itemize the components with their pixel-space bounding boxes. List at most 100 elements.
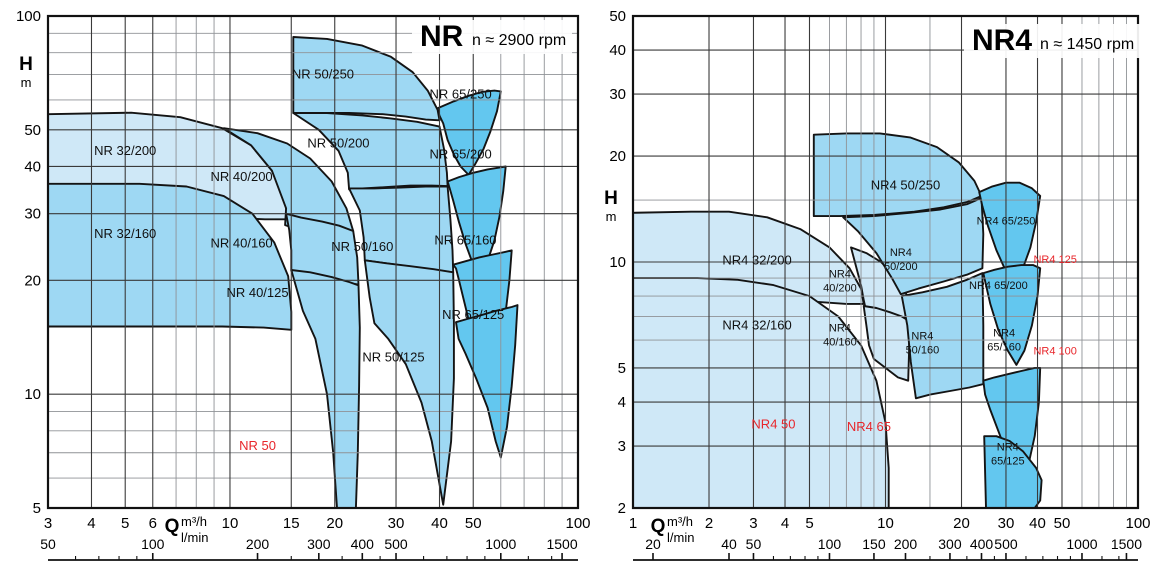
x-tick-label-lmin: 1500	[546, 536, 577, 552]
region-label-nr-65-250: NR 65/250	[430, 87, 492, 102]
region-label-nr4-32-200: NR4 32/200	[722, 252, 791, 267]
chart-panel-nr: NR 32/200 NR 32/160 NR 40/200 NR 40/160 NR 4…	[16, 8, 590, 561]
x-tick-label-lmin: 50	[746, 536, 762, 552]
x-tick-label-m3h: 4	[87, 515, 95, 532]
region-label-nr4-100: NR4 100	[1033, 346, 1076, 358]
x-tick-label-m3h: 50	[1054, 515, 1071, 532]
pump-region-nr4-65-250	[978, 181, 1042, 283]
region-label-nr4-50-250: NR4 50/250	[871, 177, 940, 192]
x-tick-label-m3h: 20	[326, 515, 343, 532]
region-label-nr4-40-160: NR4	[829, 323, 851, 335]
region-label-nr-50-125: NR 50/125	[362, 350, 424, 365]
x-tick-label-m3h: 40	[1029, 515, 1046, 532]
region-label-nr-32-200: NR 32/200	[94, 143, 156, 158]
y-tick-label: 50	[609, 8, 626, 25]
region-label-nr4-40-200: NR4	[829, 268, 851, 280]
region-label-nr4-65-250: NR4 65/250	[977, 216, 1036, 228]
x-tick-label-m3h: 15	[283, 515, 300, 532]
pump-region-nr-65-250	[436, 89, 502, 176]
x-tick-label-m3h: 100	[565, 515, 590, 532]
region-label-line2: 40/200	[823, 282, 857, 294]
title-backdrop	[412, 20, 572, 54]
x-axis-unit-primary: m³/h	[181, 514, 207, 529]
region-bands	[48, 36, 519, 508]
y-tick-label: 30	[609, 86, 626, 103]
region-label-nr4-65-125: NR4	[997, 442, 1019, 454]
x-tick-label-lmin: 500	[994, 536, 1018, 552]
x-tick-label-m3h: 4	[781, 515, 789, 532]
x-tick-label-m3h: 3	[749, 515, 757, 532]
x-tick-label-m3h: 10	[877, 515, 894, 532]
x-tick-label-lmin: 500	[384, 536, 408, 552]
region-label-line2: 50/200	[884, 261, 918, 273]
y-tick-label: 20	[609, 148, 626, 165]
region-label-nr-40-200: NR 40/200	[211, 169, 273, 184]
x-tick-label-lmin: 100	[818, 536, 842, 552]
x-tick-label-m3h: 1	[629, 515, 637, 532]
x-tick-label-lmin: 400	[351, 536, 375, 552]
x-tick-label-lmin: 400	[970, 536, 994, 552]
pump-region-nr-40-125	[290, 269, 361, 508]
region-labels: NR4 32/200 NR4 32/160 NR4 40/200 NR4 40/160 NR…	[722, 177, 1077, 467]
pump-region-nr4-65-125	[983, 435, 1043, 508]
pump-region-nr-50-125	[363, 259, 455, 506]
region-label-line2: 50/160	[906, 344, 940, 356]
pump-region-nr4-40-160	[862, 305, 911, 382]
y-tick-label: 30	[24, 206, 41, 223]
y-axis-unit: m	[606, 209, 617, 224]
pump-region-nr4-65-160	[982, 366, 1042, 482]
region-label-line2: 65/160	[987, 342, 1021, 354]
y-tick-label: 20	[24, 272, 41, 289]
x-tick-label-lmin: 1000	[1066, 536, 1097, 552]
x-tick-label-m3h: 30	[388, 515, 405, 532]
x-tick-label-m3h: 5	[121, 515, 129, 532]
region-label-nr4-65-200: NR4 65/200	[969, 280, 1028, 292]
x-tick-label-lmin: 150	[862, 536, 886, 552]
y-axis-symbol: H	[604, 188, 618, 209]
x-tick-label-lmin: 1000	[485, 536, 516, 552]
x-tick-label-lmin: 200	[246, 536, 270, 552]
chart-title: NR	[420, 20, 464, 53]
region-label-line2: 40/160	[823, 337, 857, 349]
chart-panel-nr4: NR4 32/200 NR4 32/160 NR4 40/200 NR4 40/160 NR…	[590, 0, 1157, 564]
chart-subtitle: n ≈ 2900 rpm	[472, 32, 566, 49]
y-axis: 2 3 4 5 10 20 30 40 50 Hm	[604, 8, 626, 517]
performance-chart-nr-2900: NR 32/200 NR 32/160 NR 40/200 NR 40/160 NR 4…	[16, 8, 590, 561]
x-axis-unit-primary: m³/h	[667, 514, 693, 529]
x-axis-primary: 1 2 3 4 5 10 20 30 40 50 100	[629, 515, 1151, 532]
region-label-nr-50: NR 50	[239, 438, 276, 453]
y-tick-label: 10	[609, 254, 626, 271]
region-label-nr4-50-160: NR4	[911, 330, 933, 342]
region-labels: NR 32/200 NR 32/160 NR 40/200 NR 40/160 NR 4…	[94, 67, 504, 453]
y-tick-label: 3	[618, 438, 626, 455]
region-label-line2: 65/125	[991, 456, 1025, 468]
x-axis-symbol: Q	[165, 516, 180, 537]
x-axis-unit-secondary: l/min	[667, 530, 694, 545]
x-axis-symbol: Q	[651, 516, 666, 537]
x-tick-label-m3h: 3	[44, 515, 52, 532]
region-label-nr-50-160: NR 50/160	[331, 239, 393, 254]
chart-subtitle: n ≈ 1450 rpm	[1040, 36, 1134, 53]
region-label-nr-65-200: NR 65/200	[430, 147, 492, 162]
region-label-nr4-125: NR4 125	[1033, 254, 1076, 266]
x-tick-label-m3h: 20	[953, 515, 970, 532]
x-tick-label-lmin: 50	[40, 536, 56, 552]
x-tick-label-m3h: 6	[149, 515, 157, 532]
x-tick-label-lmin: 1500	[1111, 536, 1142, 552]
x-axis-primary: 3 4 5 6 10 15 20 30 40 50 100	[44, 515, 590, 532]
x-tick-label-lmin: 40	[721, 536, 737, 552]
x-tick-label-lmin: 20	[645, 536, 661, 552]
x-tick-label-m3h: 10	[222, 515, 239, 532]
chart-title-group: NR n ≈ 2900 rpm	[412, 20, 572, 54]
grid-lines	[633, 16, 1138, 508]
chart-title: NR4	[972, 24, 1032, 57]
region-label-nr4-65: NR4 65	[847, 419, 891, 434]
region-label-nr-32-160: NR 32/160	[94, 226, 156, 241]
region-label-nr4-50-200: NR4	[890, 247, 912, 259]
y-axis: 5 10 20 30 40 50 100 Hm	[16, 8, 41, 517]
plot-frame	[631, 14, 1140, 510]
region-label-nr-40-125: NR 40/125	[226, 285, 288, 300]
x-tick-label-lmin: 100	[141, 536, 165, 552]
y-tick-label: 10	[24, 386, 41, 403]
